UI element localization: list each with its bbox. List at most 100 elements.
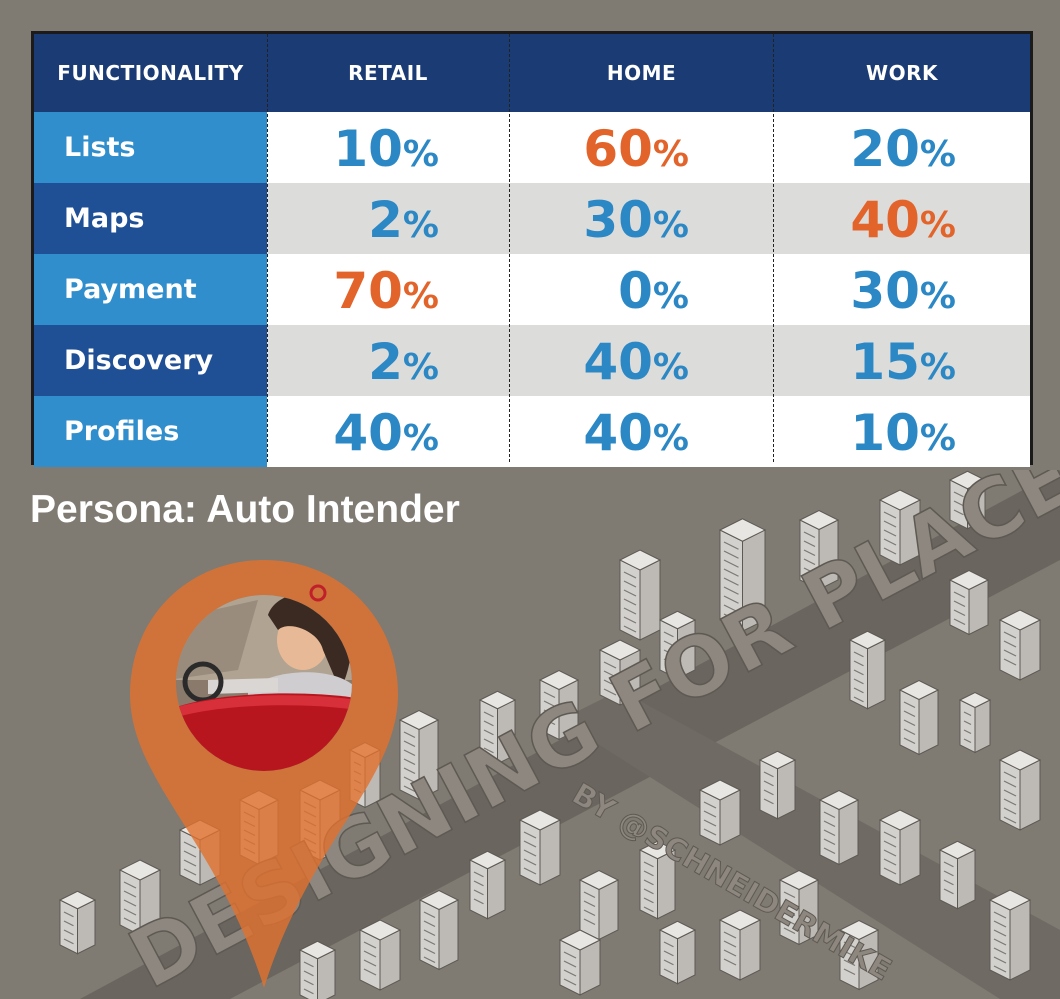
header-retail: RETAIL: [348, 61, 428, 85]
value-unit: %: [402, 418, 439, 459]
building-window: [853, 696, 864, 703]
building: [358, 919, 402, 941]
building-window: [883, 547, 897, 555]
building-window: [763, 780, 774, 787]
value-number: 40: [583, 333, 653, 391]
building: [578, 869, 620, 891]
building-window: [823, 838, 836, 846]
value-cell: 2%: [239, 325, 439, 396]
building-window: [403, 731, 416, 739]
building-window: [123, 899, 137, 907]
building-window: [423, 920, 436, 928]
value-cell: 10%: [239, 112, 439, 183]
building-window: [963, 738, 972, 744]
building-window: [403, 758, 416, 766]
building-window: [543, 718, 556, 726]
building-window: [853, 660, 864, 667]
value-unit: %: [919, 347, 956, 388]
value-number: 30: [850, 262, 920, 320]
building-window: [903, 719, 916, 727]
building: [758, 750, 797, 770]
building-window: [723, 940, 737, 948]
building-window: [823, 820, 836, 828]
building-window: [663, 968, 674, 975]
value-number: 10: [850, 404, 920, 462]
building-window: [993, 956, 1007, 964]
building: [867, 639, 886, 710]
building-window: [303, 970, 314, 977]
building-window: [1003, 649, 1017, 657]
building-window: [903, 737, 916, 745]
building-window: [843, 941, 856, 949]
value-number: 15: [850, 333, 920, 391]
building: [419, 899, 440, 971]
building: [988, 889, 1032, 911]
building: [718, 909, 762, 931]
building-window: [853, 651, 864, 658]
value-unit: %: [652, 418, 689, 459]
building-window: [883, 840, 897, 848]
building: [618, 549, 662, 571]
building-window: [783, 918, 796, 926]
building-window: [823, 829, 836, 837]
building-window: [703, 819, 717, 827]
building-window: [623, 571, 637, 579]
building-window: [953, 600, 966, 608]
building-window: [853, 678, 864, 685]
building: [1019, 759, 1041, 831]
building-window: [953, 491, 964, 498]
column-divider: [267, 34, 268, 462]
building: [539, 819, 561, 886]
building-window: [883, 849, 897, 857]
building: [418, 889, 460, 911]
building-window: [303, 979, 314, 986]
building-window: [423, 929, 436, 937]
value-number: 40: [850, 191, 920, 249]
building-window: [823, 811, 836, 819]
building-window: [563, 960, 577, 968]
building: [878, 809, 922, 831]
building-window: [1003, 807, 1017, 815]
building-window: [993, 920, 1007, 928]
building-window: [303, 988, 314, 995]
value-cell: 0%: [489, 254, 689, 325]
building-window: [853, 669, 864, 676]
building-window: [663, 941, 674, 948]
building-window: [723, 613, 739, 622]
building-window: [963, 720, 972, 726]
building: [957, 849, 976, 910]
building-window: [643, 906, 654, 913]
building: [438, 899, 459, 971]
building: [998, 609, 1042, 631]
building-window: [883, 511, 897, 519]
building: [878, 489, 922, 511]
building-window: [843, 959, 856, 967]
building-window: [993, 947, 1007, 955]
row-label: Discovery: [34, 325, 267, 396]
building: [298, 940, 337, 960]
value-cell: 40%: [239, 396, 439, 467]
header-home: HOME: [606, 61, 677, 85]
header-work: WORK: [866, 61, 938, 85]
building-window: [563, 969, 577, 977]
building-window: [823, 847, 836, 855]
building-window: [783, 891, 796, 899]
table-header: FUNCTIONALITY RETAIL HOME WORK: [34, 34, 1030, 112]
building-window: [993, 929, 1007, 937]
building-window: [523, 849, 537, 857]
building-window: [603, 688, 617, 696]
building-window: [583, 900, 596, 908]
value-cell: 10%: [756, 396, 956, 467]
building-window: [953, 509, 964, 516]
building-window: [783, 900, 796, 908]
building-window: [883, 858, 897, 866]
table-row: Profiles 40% 40% 10%: [34, 396, 1030, 467]
building-window: [183, 841, 197, 849]
value-number: 0: [618, 262, 653, 320]
building-window: [763, 771, 774, 778]
column-divider: [509, 34, 510, 462]
value-number: 20: [850, 120, 920, 178]
building-window: [1003, 640, 1017, 648]
building-window: [953, 591, 966, 599]
building-window: [603, 670, 617, 678]
